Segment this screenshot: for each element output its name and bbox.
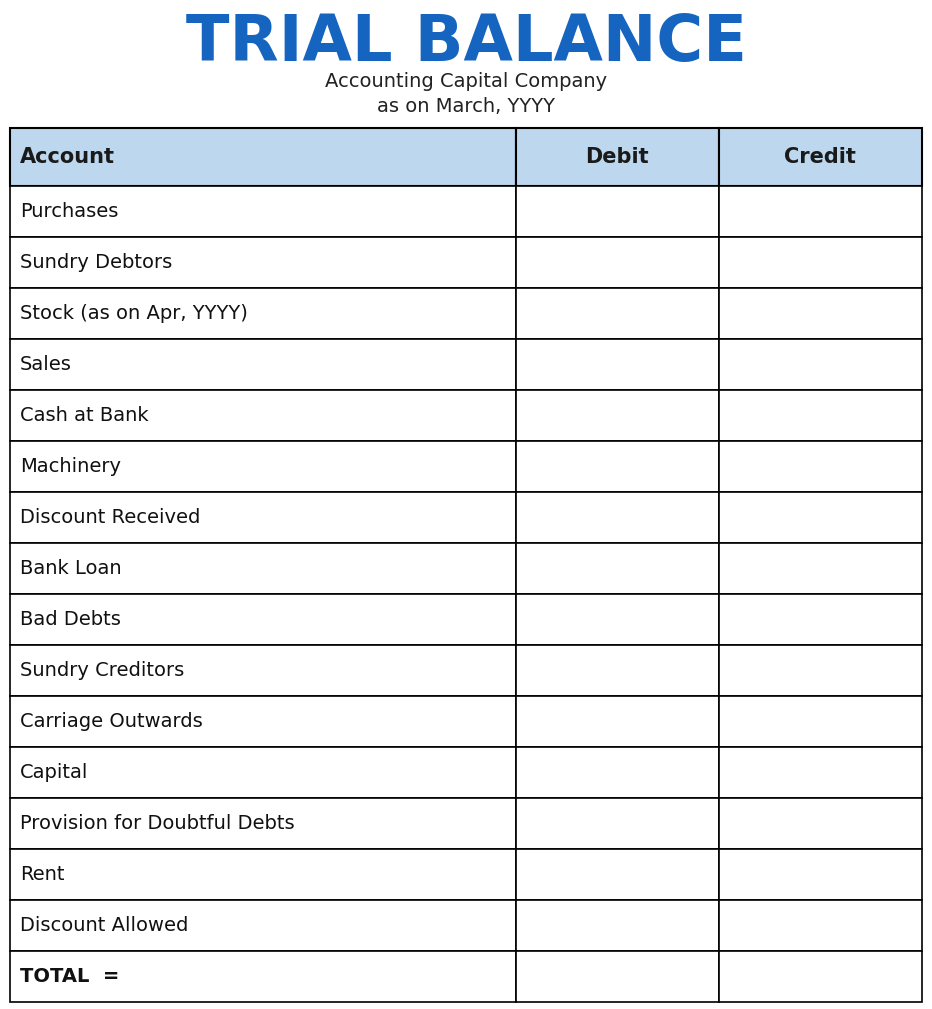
Bar — [516, 441, 719, 492]
Bar — [10, 492, 516, 543]
Text: Sundry Debtors: Sundry Debtors — [20, 253, 172, 272]
Bar — [516, 237, 719, 288]
Bar — [719, 645, 922, 696]
Bar — [10, 645, 516, 696]
Bar — [719, 339, 922, 390]
Bar — [10, 951, 516, 1002]
Bar — [10, 594, 516, 645]
Text: Machinery: Machinery — [20, 457, 121, 476]
Bar — [719, 594, 922, 645]
Bar — [719, 696, 922, 747]
Bar — [719, 492, 922, 543]
Bar — [516, 128, 719, 186]
Bar — [719, 441, 922, 492]
Text: Debit: Debit — [585, 147, 650, 167]
Bar — [719, 186, 922, 237]
Bar — [10, 543, 516, 594]
Text: Carriage Outwards: Carriage Outwards — [20, 712, 203, 731]
Bar — [10, 747, 516, 798]
Bar — [10, 288, 516, 339]
Bar — [719, 900, 922, 951]
Bar — [10, 339, 516, 390]
Text: Purchases: Purchases — [20, 202, 118, 221]
Text: Account: Account — [20, 147, 115, 167]
Bar — [10, 186, 516, 237]
Text: Rent: Rent — [20, 865, 64, 884]
Text: TRIAL BALANCE: TRIAL BALANCE — [185, 12, 747, 74]
Bar — [516, 543, 719, 594]
Bar — [516, 747, 719, 798]
Bar — [719, 951, 922, 1002]
Text: Credit: Credit — [785, 147, 857, 167]
Bar — [10, 128, 516, 186]
Bar — [10, 441, 516, 492]
Bar — [719, 390, 922, 441]
Text: Cash at Bank: Cash at Bank — [20, 406, 148, 425]
Bar — [10, 237, 516, 288]
Text: Discount Received: Discount Received — [20, 508, 200, 527]
Bar — [516, 951, 719, 1002]
Text: as on March, YYYY: as on March, YYYY — [377, 97, 555, 116]
Bar — [516, 645, 719, 696]
Text: Discount Allowed: Discount Allowed — [20, 916, 188, 935]
Bar — [719, 237, 922, 288]
Bar — [10, 900, 516, 951]
Bar — [516, 288, 719, 339]
Text: TOTAL  =: TOTAL = — [20, 967, 119, 986]
Bar — [719, 128, 922, 186]
Text: Provision for Doubtful Debts: Provision for Doubtful Debts — [20, 814, 295, 833]
Text: Sales: Sales — [20, 355, 72, 374]
Bar — [516, 594, 719, 645]
Bar — [516, 186, 719, 237]
Text: Sundry Creditors: Sundry Creditors — [20, 661, 185, 680]
Bar — [719, 543, 922, 594]
Bar — [516, 696, 719, 747]
Text: Bank Loan: Bank Loan — [20, 559, 121, 578]
Bar — [516, 390, 719, 441]
Bar — [719, 288, 922, 339]
Bar — [719, 849, 922, 900]
Text: Bad Debts: Bad Debts — [20, 610, 121, 629]
Text: Accounting Capital Company: Accounting Capital Company — [325, 72, 607, 91]
Bar — [10, 849, 516, 900]
Text: Capital: Capital — [20, 763, 89, 782]
Bar — [516, 492, 719, 543]
Bar — [10, 390, 516, 441]
Bar — [516, 849, 719, 900]
Bar — [719, 798, 922, 849]
Bar — [719, 747, 922, 798]
Bar — [516, 798, 719, 849]
Bar — [516, 900, 719, 951]
Bar — [10, 798, 516, 849]
Bar — [516, 339, 719, 390]
Bar — [10, 696, 516, 747]
Text: Stock (as on Apr, YYYY): Stock (as on Apr, YYYY) — [20, 304, 248, 323]
